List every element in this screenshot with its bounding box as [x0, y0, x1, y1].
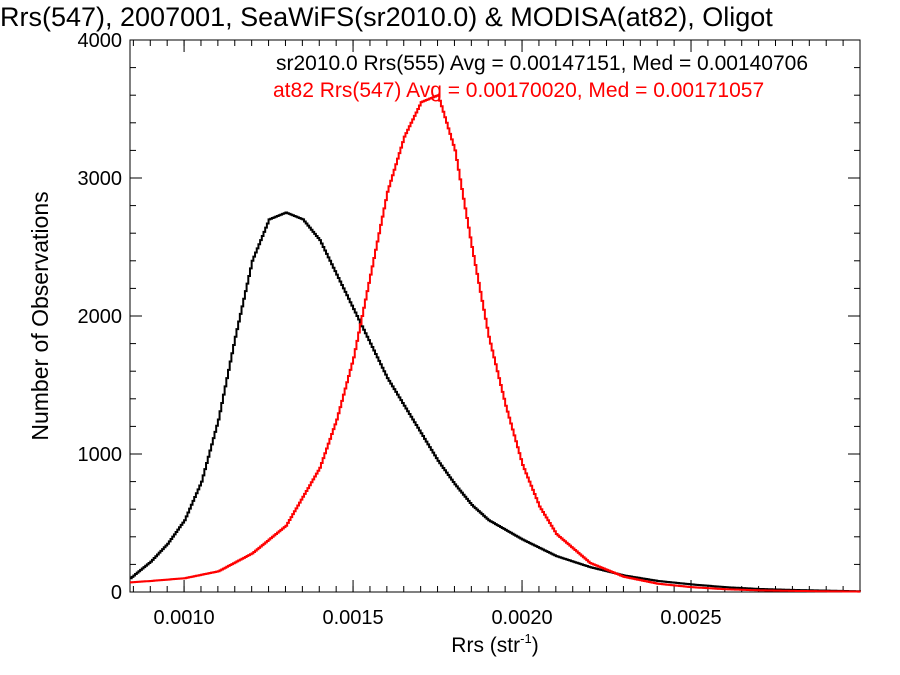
series-black-histogram: [130, 211, 861, 593]
y-tick-label: 2000: [78, 306, 123, 328]
axis-ticks: 0.0010 0.0015 0.0020 0.0025 0 1000 2000 3000 400…: [78, 30, 860, 629]
y-tick-label: 4000: [78, 30, 123, 52]
series-red-histogram: [130, 94, 861, 593]
y-tick-label: 1000: [78, 444, 123, 466]
legend-entry-black: sr2010.0 Rrs(555) Avg = 0.00147151, Med …: [276, 52, 808, 75]
x-axis-label-exponent: -1: [520, 631, 532, 646]
y-tick-label: 3000: [78, 168, 123, 190]
x-tick-label: 0.0010: [153, 607, 214, 629]
y-tick-label: 0: [111, 582, 122, 604]
y-axis-label: Number of Observations: [27, 191, 53, 440]
series-layer: [130, 94, 861, 593]
legend-entry-red: at82 Rrs(547) Avg = 0.00170020, Med = 0.…: [273, 79, 764, 102]
chart-title: Rrs(547), 2007001, SeaWiFS(sr2010.0) & M…: [0, 2, 773, 32]
x-tick-label: 0.0025: [660, 607, 721, 629]
x-tick-label: 0.0020: [491, 607, 552, 629]
x-axis-label: Rrs (str-1): [451, 631, 538, 657]
x-tick-label: 0.0015: [322, 607, 383, 629]
x-axis-label-close: ): [532, 634, 539, 657]
x-axis-label-base: Rrs (str: [451, 634, 520, 657]
